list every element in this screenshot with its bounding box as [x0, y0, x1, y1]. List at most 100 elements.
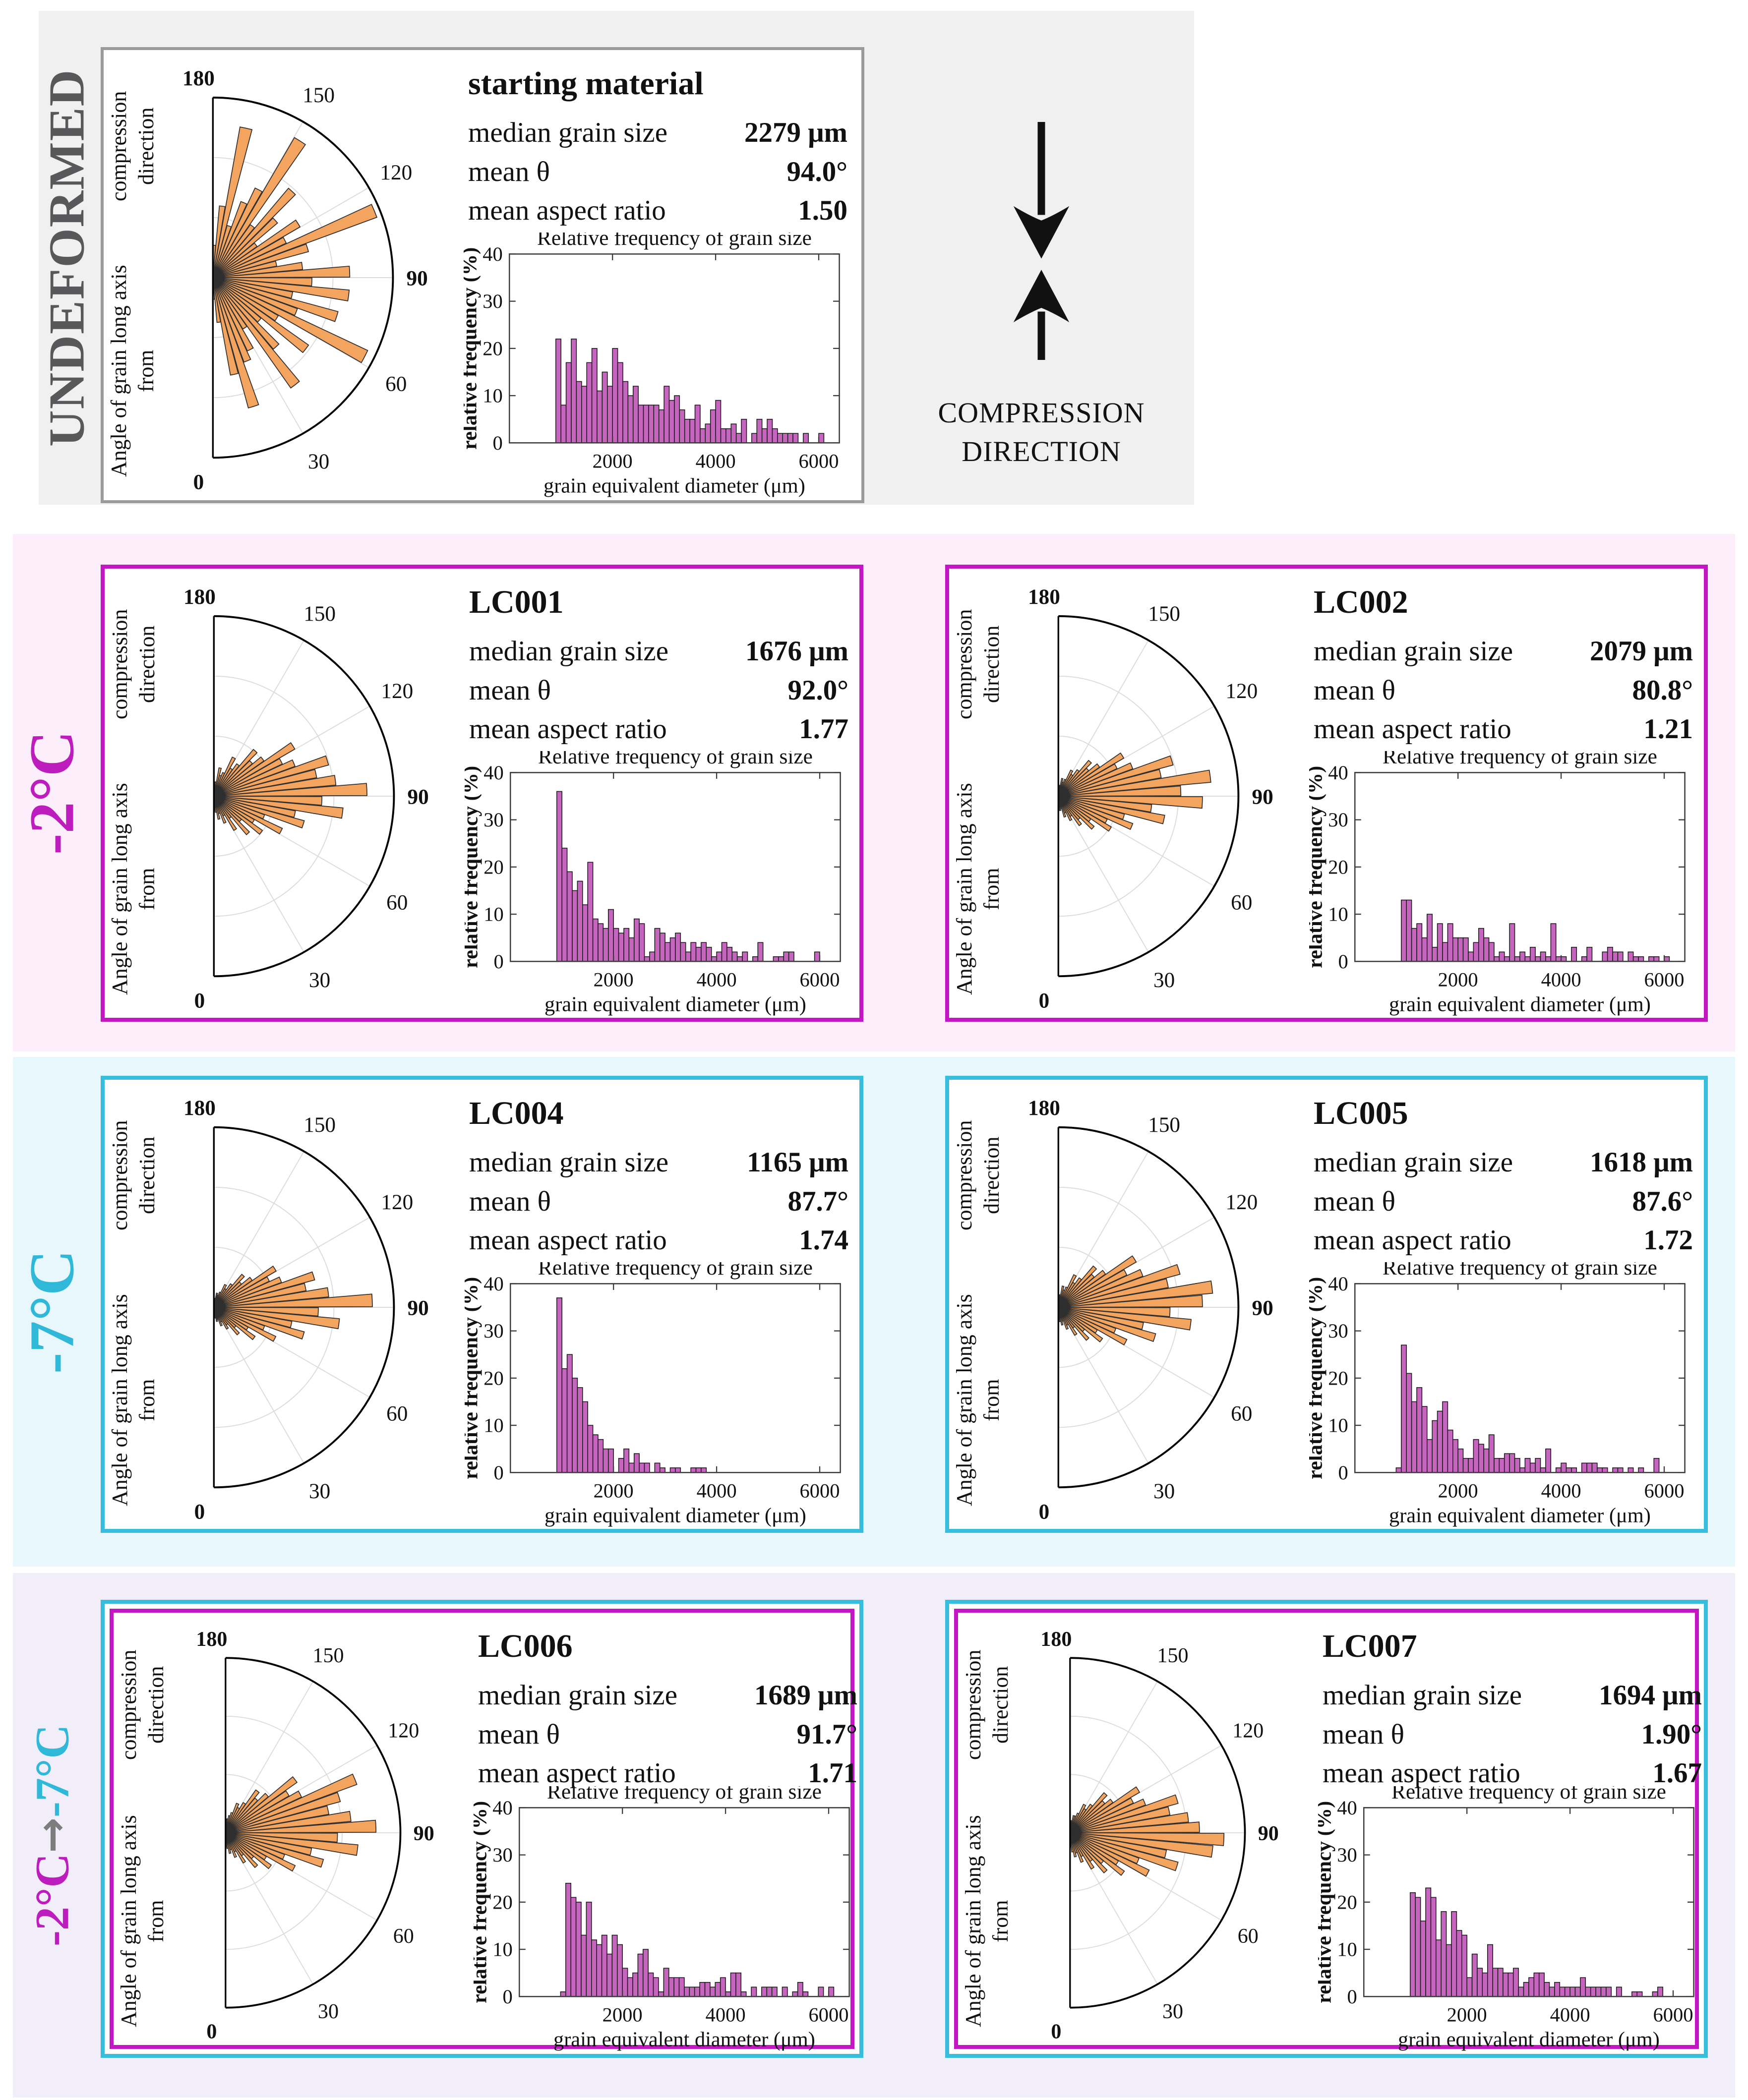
svg-text:2000: 2000	[1447, 2003, 1487, 2026]
rose-axis-label-line1: Angle of grain long axis from	[952, 1294, 1004, 1507]
svg-text:grain equivalent diameter (μm): grain equivalent diameter (μm)	[553, 2028, 815, 2051]
svg-text:4000: 4000	[706, 2003, 746, 2026]
stat-aspect-label: mean aspect ratio	[1314, 713, 1511, 745]
svg-text:90: 90	[406, 266, 427, 290]
stat-median-value: 1165 μm	[747, 1147, 848, 1178]
mixed-label-to: -7°C	[25, 1724, 79, 1817]
svg-text:180: 180	[196, 1628, 227, 1651]
svg-text:150: 150	[313, 1644, 344, 1667]
grain-size-histogram-lc005: 0 10 20 30 40 2000 4000 6000 Relative frequency …	[1304, 1256, 1702, 1530]
stat-aspect-label: mean aspect ratio	[468, 195, 666, 227]
stat-theta-label: mean θ	[469, 1185, 551, 1217]
stat-theta: mean θ 87.7°	[469, 1182, 848, 1222]
svg-text:90: 90	[407, 785, 428, 809]
svg-text:120: 120	[1232, 1720, 1264, 1743]
rose-diagram-lc007: 0 30 60 90 120 150 180	[1010, 1618, 1315, 2048]
svg-text:relative frequency (%): relative frequency (%)	[464, 247, 482, 450]
svg-text:180: 180	[182, 66, 215, 90]
svg-text:150: 150	[1148, 1113, 1180, 1137]
panel-title: LC007	[1323, 1628, 1417, 1664]
svg-text:30: 30	[482, 290, 503, 312]
svg-text:90: 90	[1258, 1822, 1279, 1845]
svg-text:grain equivalent diameter (μm): grain equivalent diameter (μm)	[1389, 993, 1651, 1016]
svg-text:0: 0	[193, 470, 204, 494]
panel-title: LC001	[469, 584, 564, 620]
svg-text:60: 60	[1231, 891, 1252, 915]
stat-aspect-label: mean aspect ratio	[469, 1225, 667, 1256]
svg-text:0: 0	[1338, 1461, 1348, 1484]
rose-axis-label-line2: compression direction	[108, 609, 159, 720]
svg-text:4000: 4000	[1541, 968, 1581, 991]
stat-theta-value: 87.7°	[787, 1185, 848, 1217]
svg-text:0: 0	[1039, 1500, 1050, 1524]
svg-text:90: 90	[407, 1296, 428, 1320]
grain-size-histogram-starting-material: 0 10 20 30 40 2000 4000 6000 Relative frequency …	[458, 226, 856, 500]
section-label-undeformed: UNDEFORMED	[35, 11, 99, 505]
svg-text:30: 30	[1162, 2000, 1183, 2023]
svg-text:30: 30	[1153, 1479, 1175, 1503]
svg-text:30: 30	[309, 968, 330, 992]
svg-text:150: 150	[303, 1113, 336, 1137]
grain-size-histogram-lc004: 0 10 20 30 40 2000 4000 6000 Relative frequency …	[459, 1256, 857, 1530]
svg-text:relative frequency (%): relative frequency (%)	[474, 1801, 491, 2003]
svg-text:60: 60	[1238, 1925, 1259, 1948]
stat-median-value: 1694 μm	[1598, 1680, 1702, 1711]
svg-text:0: 0	[206, 2020, 217, 2043]
stat-theta-value: 87.6°	[1632, 1185, 1693, 1217]
svg-text:90: 90	[1252, 1296, 1273, 1320]
svg-text:0: 0	[1039, 989, 1050, 1013]
rose-diagram-lc006: 0 30 60 90 120 150 180	[166, 1618, 471, 2048]
svg-text:relative frequency (%): relative frequency (%)	[1309, 766, 1327, 968]
panel-title: LC002	[1314, 584, 1408, 620]
svg-text:2000: 2000	[593, 450, 633, 472]
svg-text:120: 120	[1225, 1190, 1258, 1214]
svg-text:40: 40	[483, 761, 504, 784]
svg-text:180: 180	[1028, 585, 1060, 609]
svg-text:grain equivalent diameter (μm): grain equivalent diameter (μm)	[544, 993, 806, 1016]
rose-axis-label-line2: compression direction	[107, 91, 158, 201]
svg-text:6000: 6000	[1644, 968, 1685, 991]
temperature-change-arrow-icon: →	[27, 1817, 77, 1854]
svg-text:150: 150	[1148, 602, 1180, 626]
svg-text:10: 10	[1337, 1938, 1357, 1961]
svg-text:4000: 4000	[1550, 2003, 1590, 2026]
stat-aspect-value: 1.67	[1652, 1757, 1702, 1789]
svg-text:40: 40	[1328, 761, 1348, 784]
rose-axis-label-line1: Angle of grain long axis from	[108, 783, 159, 995]
svg-text:40: 40	[1337, 1797, 1357, 1819]
section-label-minus2c-to-minus7c: -2°C → -7°C	[15, 1573, 89, 2098]
stat-median-label: median grain size	[1314, 636, 1513, 667]
rose-axis-label: Angle of grain long axis from compression…	[952, 1080, 1004, 1529]
grain-size-histogram-lc007: 0 10 20 30 40 2000 4000 6000 Relative frequency …	[1313, 1780, 1711, 2054]
stat-median-value: 1689 μm	[754, 1680, 857, 1711]
rose-axis-label: Angle of grain long axis from compression…	[961, 1613, 1013, 2045]
stat-theta-value: 1.90°	[1641, 1718, 1702, 1750]
svg-text:30: 30	[309, 1479, 330, 1503]
svg-text:2000: 2000	[594, 1479, 634, 1502]
stat-aspect-value: 1.77	[799, 713, 848, 745]
stat-median-label: median grain size	[478, 1680, 678, 1711]
svg-text:30: 30	[1328, 1320, 1348, 1342]
svg-text:2000: 2000	[1438, 1479, 1478, 1502]
svg-text:120: 120	[1225, 679, 1258, 703]
panel-title: LC005	[1314, 1095, 1408, 1131]
svg-text:4000: 4000	[696, 450, 736, 472]
svg-text:60: 60	[385, 372, 407, 396]
section-label-minus2c: -2°C	[15, 534, 89, 1051]
rose-diagram-lc001: 0 30 60 90 120 150 180	[157, 574, 462, 1019]
stats-block: LC002 median grain size 2079 μm mean θ 80.…	[1314, 583, 1693, 749]
svg-text:20: 20	[1328, 1367, 1348, 1389]
section-label-minus7c-text: -7°C	[16, 1249, 87, 1374]
panel-title: starting material	[468, 65, 704, 102]
stat-aspect-label: mean aspect ratio	[1314, 1225, 1511, 1256]
svg-text:60: 60	[393, 1925, 414, 1948]
rose-diagram-lc005: 0 30 60 90 120 150 180	[1001, 1085, 1306, 1530]
svg-text:6000: 6000	[809, 2003, 849, 2026]
svg-text:30: 30	[1337, 1844, 1357, 1866]
stat-aspect: mean aspect ratio 1.50	[468, 191, 847, 231]
stat-median: median grain size 1165 μm	[469, 1143, 848, 1182]
svg-text:2000: 2000	[1438, 968, 1478, 991]
stat-theta: mean θ 94.0°	[468, 153, 847, 192]
rose-axis-label: Angle of grain long axis from compression…	[107, 50, 158, 500]
svg-text:60: 60	[1231, 1402, 1252, 1426]
